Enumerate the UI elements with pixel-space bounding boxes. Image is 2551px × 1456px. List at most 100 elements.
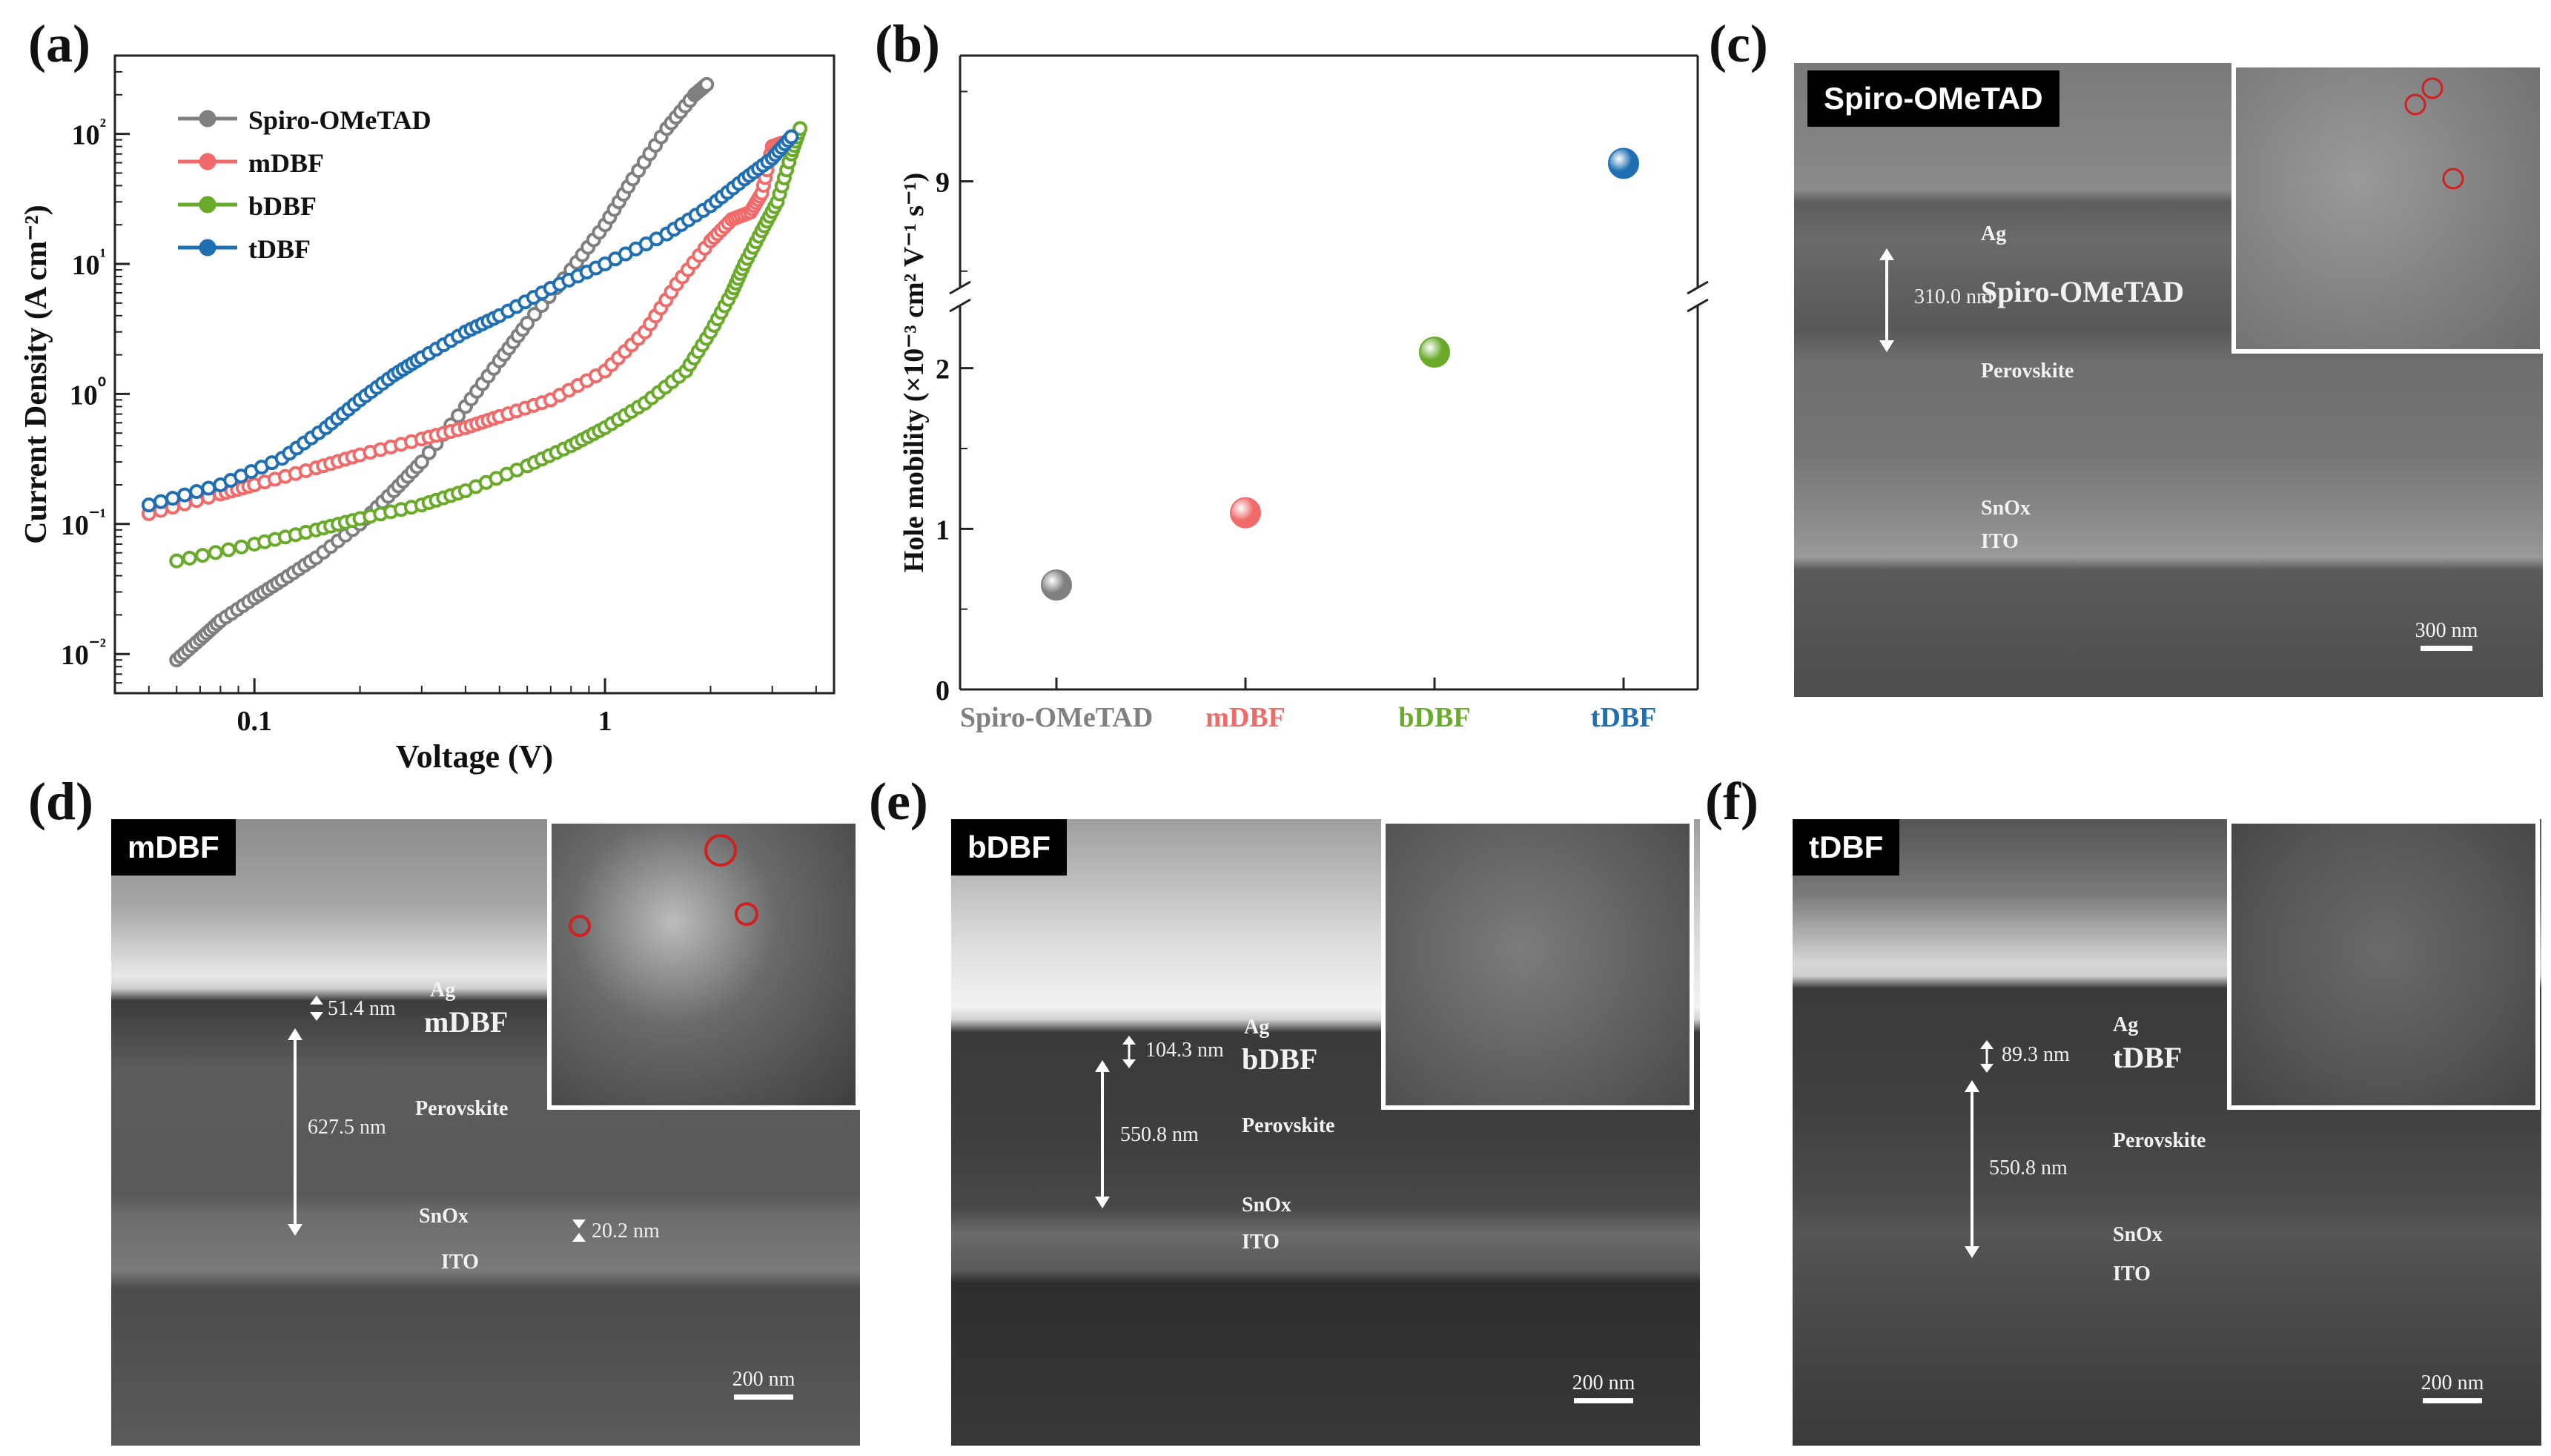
data-point-bDBF — [208, 545, 223, 560]
pvk-arrow-f — [1965, 1080, 1979, 1258]
data-point-tDBF — [177, 487, 193, 503]
layer-perovskite-f: Perovskite — [2113, 1129, 2206, 1152]
htl-thickness-d: 51.4 nm — [328, 997, 396, 1020]
htl-arrow-d — [310, 996, 323, 1021]
legend-label-Spiro-OMeTAD: Spiro-OMeTAD — [248, 105, 431, 135]
plot-frame-a — [113, 54, 836, 695]
data-point-tDBF — [1608, 148, 1639, 179]
layer-htl-d: mDBF — [424, 1005, 509, 1039]
htl-arrow-e — [1122, 1036, 1136, 1068]
panel-label-d: (d) — [28, 772, 93, 831]
scale-bar-c: 300 nm — [2409, 619, 2484, 651]
sem-image-d: mDBF Ag mDBF Perovskite SnOx ITO 51.4 nm… — [111, 819, 860, 1446]
scale-label-f: 200 nm — [2421, 1371, 2484, 1394]
layer-perovskite-e: Perovskite — [1242, 1114, 1335, 1137]
defect-markers-d — [569, 834, 758, 937]
x-tick-label-b: bDBF — [1398, 702, 1470, 733]
data-point-tDBF — [201, 480, 216, 496]
legend-marker-bDBF — [199, 196, 216, 214]
sem-tag-d: mDBF — [111, 819, 236, 876]
y-tick-label-b: 2 — [936, 354, 950, 385]
panel-label-b: (b) — [875, 14, 940, 73]
snox-arrow-d — [572, 1220, 586, 1242]
layer-snox-c: SnOx — [1981, 497, 2031, 520]
y-axis-label-a: Current Density (A cm⁻²) — [19, 205, 53, 543]
y-tick-label-a: 10⁻² — [61, 635, 106, 671]
panel-label-e: (e) — [869, 772, 928, 831]
sem-tag-c: Spiro-OMeTAD — [1807, 70, 2059, 127]
layer-htl-c: Spiro-OMeTAD — [1981, 275, 2185, 308]
axis-break-mark-b — [1687, 298, 1709, 313]
layer-htl-e: bDBF — [1242, 1042, 1318, 1076]
pvk-thickness-f: 550.8 nm — [1989, 1156, 2068, 1179]
y-axis-label-b: Hole mobility (×10⁻³ cm² V⁻¹ s⁻¹) — [899, 173, 930, 572]
data-point-Spiro-OMeTAD — [451, 408, 466, 423]
sem-inset-d — [547, 819, 860, 1110]
data-point-Spiro-OMeTAD — [699, 76, 715, 92]
y-tick-label-b: 0 — [936, 675, 950, 707]
scale-label-e: 200 nm — [1572, 1371, 1635, 1394]
y-tick-label-b: 9 — [936, 168, 950, 199]
scale-label-d: 200 nm — [732, 1368, 795, 1391]
y-tick-label-a: 10⁰ — [70, 374, 106, 411]
data-point-tDBF — [141, 497, 156, 513]
scale-label-c: 300 nm — [2415, 619, 2478, 642]
legend-label-bDBF: bDBF — [248, 191, 317, 221]
layer-ag-c: Ag — [1981, 222, 2007, 245]
y-tick-label-a: 10⁻¹ — [61, 505, 106, 541]
y-tick-label-b: 1 — [936, 514, 950, 546]
x-tick-label-b: Spiro-OMeTAD — [960, 702, 1153, 733]
data-point-Spiro-OMeTAD — [1041, 569, 1072, 601]
data-point-bDBF — [169, 553, 185, 569]
y-tick-label-a: 10² — [72, 115, 106, 151]
data-point-bDBF — [234, 539, 249, 555]
data-point-Spiro-OMeTAD — [421, 445, 437, 460]
series-line-tDBF — [148, 136, 793, 507]
htl-arrow-f — [1980, 1040, 1994, 1073]
scale-bar-d: 200 nm — [727, 1368, 801, 1400]
x-tick-label-b: mDBF — [1205, 702, 1286, 733]
sem-inset-e — [1381, 819, 1694, 1110]
layer-ag-d: Ag — [430, 979, 456, 1002]
thickness-arrow-c — [1879, 248, 1894, 352]
sem-image-e: bDBF Ag bDBF Perovskite SnOx ITO 104.3 n… — [951, 819, 1700, 1446]
htl-thickness-f: 89.3 nm — [2002, 1043, 2070, 1066]
legend-marker-mDBF — [199, 153, 216, 171]
data-point-bDBF — [221, 542, 236, 557]
legend-label-mDBF: mDBF — [248, 148, 324, 178]
layer-ito-c: ITO — [1981, 530, 2019, 553]
x-axis-label-a: Voltage (V) — [396, 738, 553, 775]
y-tick-label-a: 10¹ — [72, 245, 106, 281]
panel-label-f: (f) — [1705, 772, 1758, 831]
legend-marker-tDBF — [199, 239, 216, 257]
axis-break-mark-b — [1687, 280, 1709, 295]
layer-snox-f: SnOx — [2113, 1223, 2163, 1246]
legend-marker-Spiro-OMeTAD — [199, 110, 216, 128]
data-point-bDBF — [1419, 337, 1450, 368]
x-tick-label-a: 0.1 — [236, 706, 272, 737]
htl-thickness-e: 104.3 nm — [1145, 1039, 1224, 1062]
data-point-tDBF — [165, 491, 181, 506]
sem-tag-e: bDBF — [951, 819, 1067, 876]
layer-perovskite-c: Perovskite — [1981, 360, 2074, 383]
sem-inset-c — [2231, 63, 2543, 354]
data-point-bDBF — [182, 550, 197, 566]
data-point-tDBF — [153, 494, 168, 509]
data-point-Spiro-OMeTAD — [414, 454, 429, 470]
data-point-bDBF — [195, 548, 211, 563]
x-tick-label-b: tDBF — [1591, 702, 1657, 733]
pvk-arrow-e — [1095, 1060, 1110, 1208]
layer-perovskite-d: Perovskite — [415, 1097, 509, 1120]
layer-snox-d: SnOx — [419, 1205, 469, 1228]
layer-ito-d: ITO — [441, 1251, 479, 1274]
panel-label-a: (a) — [28, 14, 90, 73]
x-tick-label-a: 1 — [598, 706, 612, 737]
snox-thickness-d: 20.2 nm — [592, 1220, 660, 1242]
layer-ag-f: Ag — [2113, 1013, 2139, 1036]
pvk-thickness-d: 627.5 nm — [308, 1116, 386, 1139]
scale-bar-f: 200 nm — [2415, 1371, 2489, 1403]
scale-bar-e: 200 nm — [1566, 1371, 1641, 1403]
legend-label-tDBF: tDBF — [248, 234, 311, 264]
layer-ito-e: ITO — [1242, 1231, 1280, 1254]
